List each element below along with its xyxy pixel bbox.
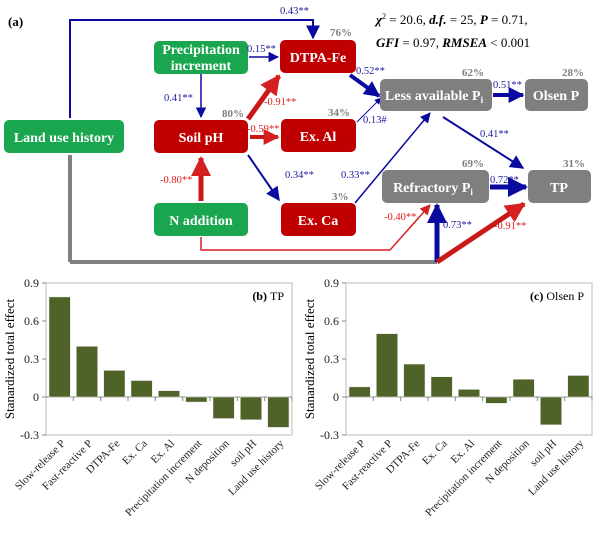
bar-precipitation-increment xyxy=(485,396,508,404)
coef-precip-ph: 0.41** xyxy=(164,93,193,104)
y-tick-label: 0.9 xyxy=(24,276,39,290)
node-olsen-p: Olsen P xyxy=(525,79,588,111)
svg-text:Less available Pi: Less available Pi xyxy=(385,89,484,105)
coef-ph-al: -0.59** xyxy=(247,124,279,135)
y-tick-label: 0.3 xyxy=(24,352,39,366)
node-tp: TP xyxy=(528,170,591,203)
node-n-addition: N addition xyxy=(154,203,248,236)
coef-fe-less: 0.52** xyxy=(356,66,385,77)
bar-dtpa-fe xyxy=(403,363,426,398)
bar-ex-ca xyxy=(130,380,153,398)
r2-al: 34% xyxy=(328,107,350,119)
y-tick-label: 0 xyxy=(33,390,39,404)
node-refractory-pi: Refractory Pi xyxy=(382,170,489,203)
coef-land-tp: -0.91** xyxy=(494,221,526,232)
bar-land-use-history xyxy=(267,396,290,428)
coef-land-fe: 0.43** xyxy=(280,6,309,17)
bar-ex-al xyxy=(458,389,480,398)
node-ex-al: Ex. Al xyxy=(281,119,356,152)
y-tick-label: -0.3 xyxy=(20,428,39,442)
y-tick-label: 0.6 xyxy=(324,314,339,328)
y-tick-label: 0 xyxy=(333,390,339,404)
svg-text:N addition: N addition xyxy=(169,214,233,229)
fit-stats-line2: GFI = 0.97, RMSEA < 0.001 xyxy=(376,35,530,50)
y-tick-label: 0.6 xyxy=(24,314,39,328)
node-dtpa-fe: DTPA-Fe xyxy=(280,40,356,73)
svg-text:DTPA-Fe: DTPA-Fe xyxy=(290,51,347,66)
coef-precip-fe: 0.15** xyxy=(247,44,276,55)
panel-a-label: (a) xyxy=(8,14,23,29)
bar-soil-ph xyxy=(240,396,262,421)
coef-refr-tp: 0.72** xyxy=(490,175,519,186)
r2-less: 62% xyxy=(462,67,484,79)
bar-slow-release-p xyxy=(348,386,371,398)
svg-text:increment: increment xyxy=(171,59,232,74)
r2-ph: 80% xyxy=(222,108,244,120)
y-axis-label: Stanardized total effect xyxy=(302,298,317,419)
fit-stats-line1: χ2 = 20.6, d.f. = 25, P = 0.71, xyxy=(374,12,528,27)
svg-text:Refractory Pi: Refractory Pi xyxy=(393,181,473,197)
path-ph-fe xyxy=(245,74,282,121)
bar-land-use-history xyxy=(567,375,590,398)
bar-fast-reactive-p xyxy=(76,346,98,398)
svg-text:Ex. Ca: Ex. Ca xyxy=(298,214,338,229)
bar-dtpa-fe xyxy=(103,370,126,398)
svg-text:Land use history: Land use history xyxy=(14,131,114,146)
node-less-available-pi: Less available Pi xyxy=(380,79,492,111)
bar-n-deposition xyxy=(512,379,535,398)
path-fe-less xyxy=(348,73,381,98)
path-al-less xyxy=(356,97,382,123)
coef-less-tp: 0.41** xyxy=(480,129,509,140)
path-ph-ca xyxy=(247,154,280,202)
coef-less-olsen: 0.51** xyxy=(493,80,522,91)
svg-text:Precipitation: Precipitation xyxy=(162,43,240,58)
path-diagram: (a) χ2 = 20.6, d.f. = 25, P = 0.71, GFI … xyxy=(4,6,591,265)
coef-land-refr: 0.73** xyxy=(443,220,472,231)
chart-title: (b) TP xyxy=(252,289,284,303)
coef-ph-ca: 0.34** xyxy=(285,170,314,181)
bar-slow-release-p xyxy=(48,296,71,398)
bar-fast-reactive-p xyxy=(376,333,398,398)
chart-title: (c) Olsen P xyxy=(530,289,584,303)
r2-tp: 31% xyxy=(563,158,585,170)
y-axis-label: Stanardized total effect xyxy=(2,298,17,419)
y-tick-label: 0.3 xyxy=(324,352,339,366)
node-soil-ph: Soil pH xyxy=(154,120,248,153)
bar-n-deposition xyxy=(212,396,235,419)
path-less-tp xyxy=(442,116,525,169)
coef-al-less: 0.13# xyxy=(363,115,387,126)
x-tick-label: Ex. Ca xyxy=(120,438,150,468)
bar-precipitation-increment xyxy=(185,396,208,403)
path-n-refr xyxy=(200,204,431,251)
svg-text:Soil pH: Soil pH xyxy=(179,131,224,146)
svg-text:Ex. Al: Ex. Al xyxy=(300,130,337,145)
node-ex-ca: Ex. Ca xyxy=(281,203,356,236)
path-land-fe xyxy=(69,19,320,118)
r2-refr: 69% xyxy=(462,158,484,170)
coef-ph-fe: -0.91** xyxy=(264,97,296,108)
svg-text:Olsen P: Olsen P xyxy=(533,89,580,104)
svg-text:TP: TP xyxy=(550,181,568,196)
bar-ex-al xyxy=(158,390,180,398)
coef-n-refr: -0.40** xyxy=(384,212,416,223)
coef-n-ph: -0.80** xyxy=(160,175,192,186)
r2-fe: 76% xyxy=(330,27,352,39)
r2-olsen: 28% xyxy=(562,67,584,79)
node-land-use-history: Land use history xyxy=(4,120,124,153)
coef-ca-less: 0.33** xyxy=(341,170,370,181)
y-tick-label: 0.9 xyxy=(324,276,339,290)
y-tick-label: -0.3 xyxy=(320,428,339,442)
r2-ca: 3% xyxy=(332,191,349,203)
bar-ex-ca xyxy=(430,376,453,398)
path-land-tp xyxy=(435,201,526,265)
bar-soil-ph xyxy=(540,396,562,426)
path-ca-less xyxy=(354,112,431,204)
x-tick-label: Ex. Ca xyxy=(420,438,450,468)
